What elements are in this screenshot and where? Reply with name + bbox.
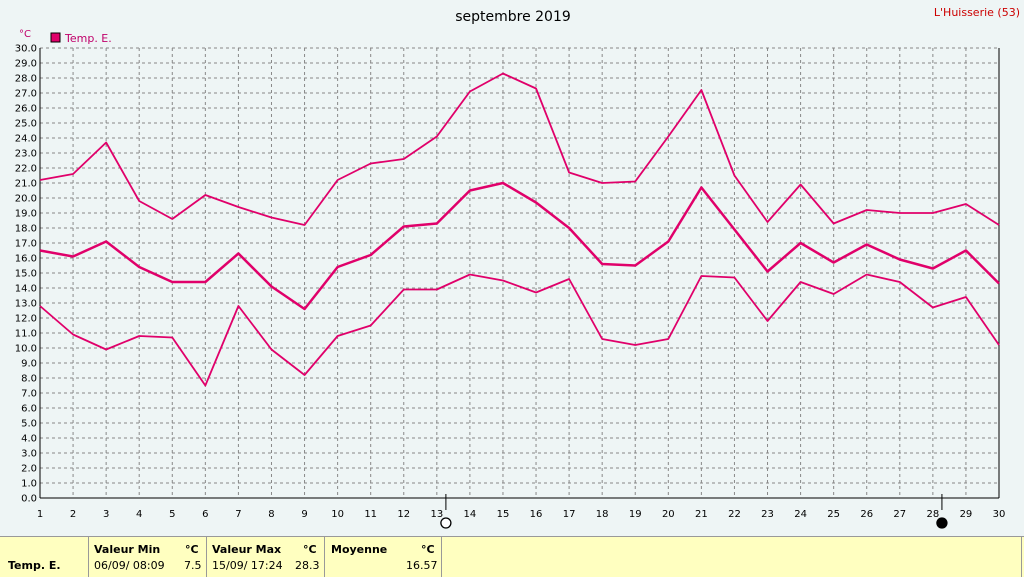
x-tick-label: 2 (70, 509, 76, 520)
y-tick-label: 15.0 (15, 269, 37, 280)
x-tick-label: 10 (331, 509, 344, 520)
x-tick-label: 17 (563, 509, 576, 520)
y-tick-label: 17.0 (15, 239, 37, 250)
x-tick-label: 4 (136, 509, 142, 520)
stats-divider (206, 537, 207, 577)
y-tick-label: 0.0 (21, 494, 37, 505)
y-tick-label: 4.0 (21, 434, 37, 445)
max-header: Valeur Max (212, 543, 282, 556)
x-tick-label: 13 (430, 509, 443, 520)
x-tick-label: 18 (596, 509, 609, 520)
y-tick-label: 16.0 (15, 254, 37, 265)
y-tick-label: 22.0 (15, 164, 37, 175)
x-tick-label: 14 (464, 509, 477, 520)
chart-title: septembre 2019 (455, 9, 571, 25)
x-tick-label: 28 (926, 509, 939, 520)
min-header: Valeur Min (94, 543, 161, 556)
y-tick-label: 26.0 (15, 104, 37, 115)
series-line-min (39, 273, 1000, 387)
y-tick-label: 2.0 (21, 464, 37, 475)
x-tick-label: 11 (364, 509, 377, 520)
legend-swatch (50, 32, 61, 43)
y-tick-label: 1.0 (21, 479, 37, 490)
y-tick-label: 13.0 (15, 299, 37, 310)
mean-value: 16.57 (406, 559, 438, 572)
x-tick-label: 20 (662, 509, 675, 520)
min-date: 06/09/ 08:09 (94, 559, 165, 572)
x-tick-label: 1 (37, 509, 43, 520)
legend-label: Temp. E. (64, 32, 112, 45)
x-tick-label: 21 (695, 509, 708, 520)
x-tick-label: 26 (860, 509, 873, 520)
x-tick-label: 6 (202, 509, 208, 520)
mean-unit: °C (421, 543, 435, 556)
stats-divider (441, 537, 442, 577)
x-tick-label: 30 (993, 509, 1006, 520)
y-tick-label: 23.0 (15, 149, 37, 160)
y-tick-label: 28.0 (15, 74, 37, 85)
min-value: 7.5 (184, 559, 202, 572)
x-tick-label: 7 (235, 509, 241, 520)
x-tick-label: 19 (629, 509, 642, 520)
series-line-mean (39, 181, 1000, 311)
y-tick-label: 21.0 (15, 179, 37, 190)
x-tick-label: 15 (497, 509, 510, 520)
location-label: L'Huisserie (53) (934, 6, 1020, 19)
x-tick-label: 12 (397, 509, 410, 520)
plot-area: 0.01.02.03.04.05.06.07.08.09.010.011.012… (15, 44, 1006, 529)
mean-header: Moyenne (331, 543, 388, 556)
new-moon-icon (936, 517, 948, 529)
max-date: 15/09/ 17:24 (212, 559, 283, 572)
chart: septembre 2019 L'Huisserie (53) °C Temp.… (15, 6, 1020, 529)
y-tick-label: 3.0 (21, 449, 37, 460)
y-tick-label: 12.0 (15, 314, 37, 325)
y-tick-label: 11.0 (15, 329, 37, 340)
x-tick-label: 27 (893, 509, 906, 520)
x-tick-label: 29 (960, 509, 973, 520)
y-tick-label: 6.0 (21, 404, 37, 415)
y-tick-label: 10.0 (15, 344, 37, 355)
y-tick-label: 25.0 (15, 119, 37, 130)
x-tick-label: 16 (530, 509, 543, 520)
y-tick-label: 18.0 (15, 224, 37, 235)
y-axis-unit: °C (19, 29, 31, 40)
stats-divider (1021, 537, 1022, 577)
stats-divider (88, 537, 89, 577)
x-tick-label: 3 (103, 509, 109, 520)
x-tick-label: 9 (301, 509, 307, 520)
y-tick-label: 9.0 (21, 359, 37, 370)
x-tick-label: 22 (728, 509, 741, 520)
y-tick-label: 19.0 (15, 209, 37, 220)
y-tick-label: 20.0 (15, 194, 37, 205)
y-tick-label: 30.0 (15, 44, 37, 55)
y-tick-label: 29.0 (15, 59, 37, 70)
x-tick-label: 8 (268, 509, 274, 520)
full-moon-icon (440, 517, 452, 529)
max-value: 28.3 (295, 559, 320, 572)
y-tick-label: 14.0 (15, 284, 37, 295)
max-unit: °C (303, 543, 317, 556)
x-tick-label: 24 (794, 509, 807, 520)
y-tick-label: 24.0 (15, 134, 37, 145)
series-line-max (39, 72, 1000, 226)
stats-series-label: Temp. E. (8, 559, 61, 572)
y-tick-label: 5.0 (21, 419, 37, 430)
x-tick-label: 5 (169, 509, 175, 520)
y-tick-label: 27.0 (15, 89, 37, 100)
x-tick-label: 23 (761, 509, 774, 520)
stats-divider (324, 537, 325, 577)
min-unit: °C (185, 543, 199, 556)
y-tick-label: 7.0 (21, 389, 37, 400)
statistics-panel: Temp. E. Valeur Min °C 06/09/ 08:09 7.5 … (0, 536, 1024, 577)
x-tick-label: 25 (827, 509, 840, 520)
y-tick-label: 8.0 (21, 374, 37, 385)
